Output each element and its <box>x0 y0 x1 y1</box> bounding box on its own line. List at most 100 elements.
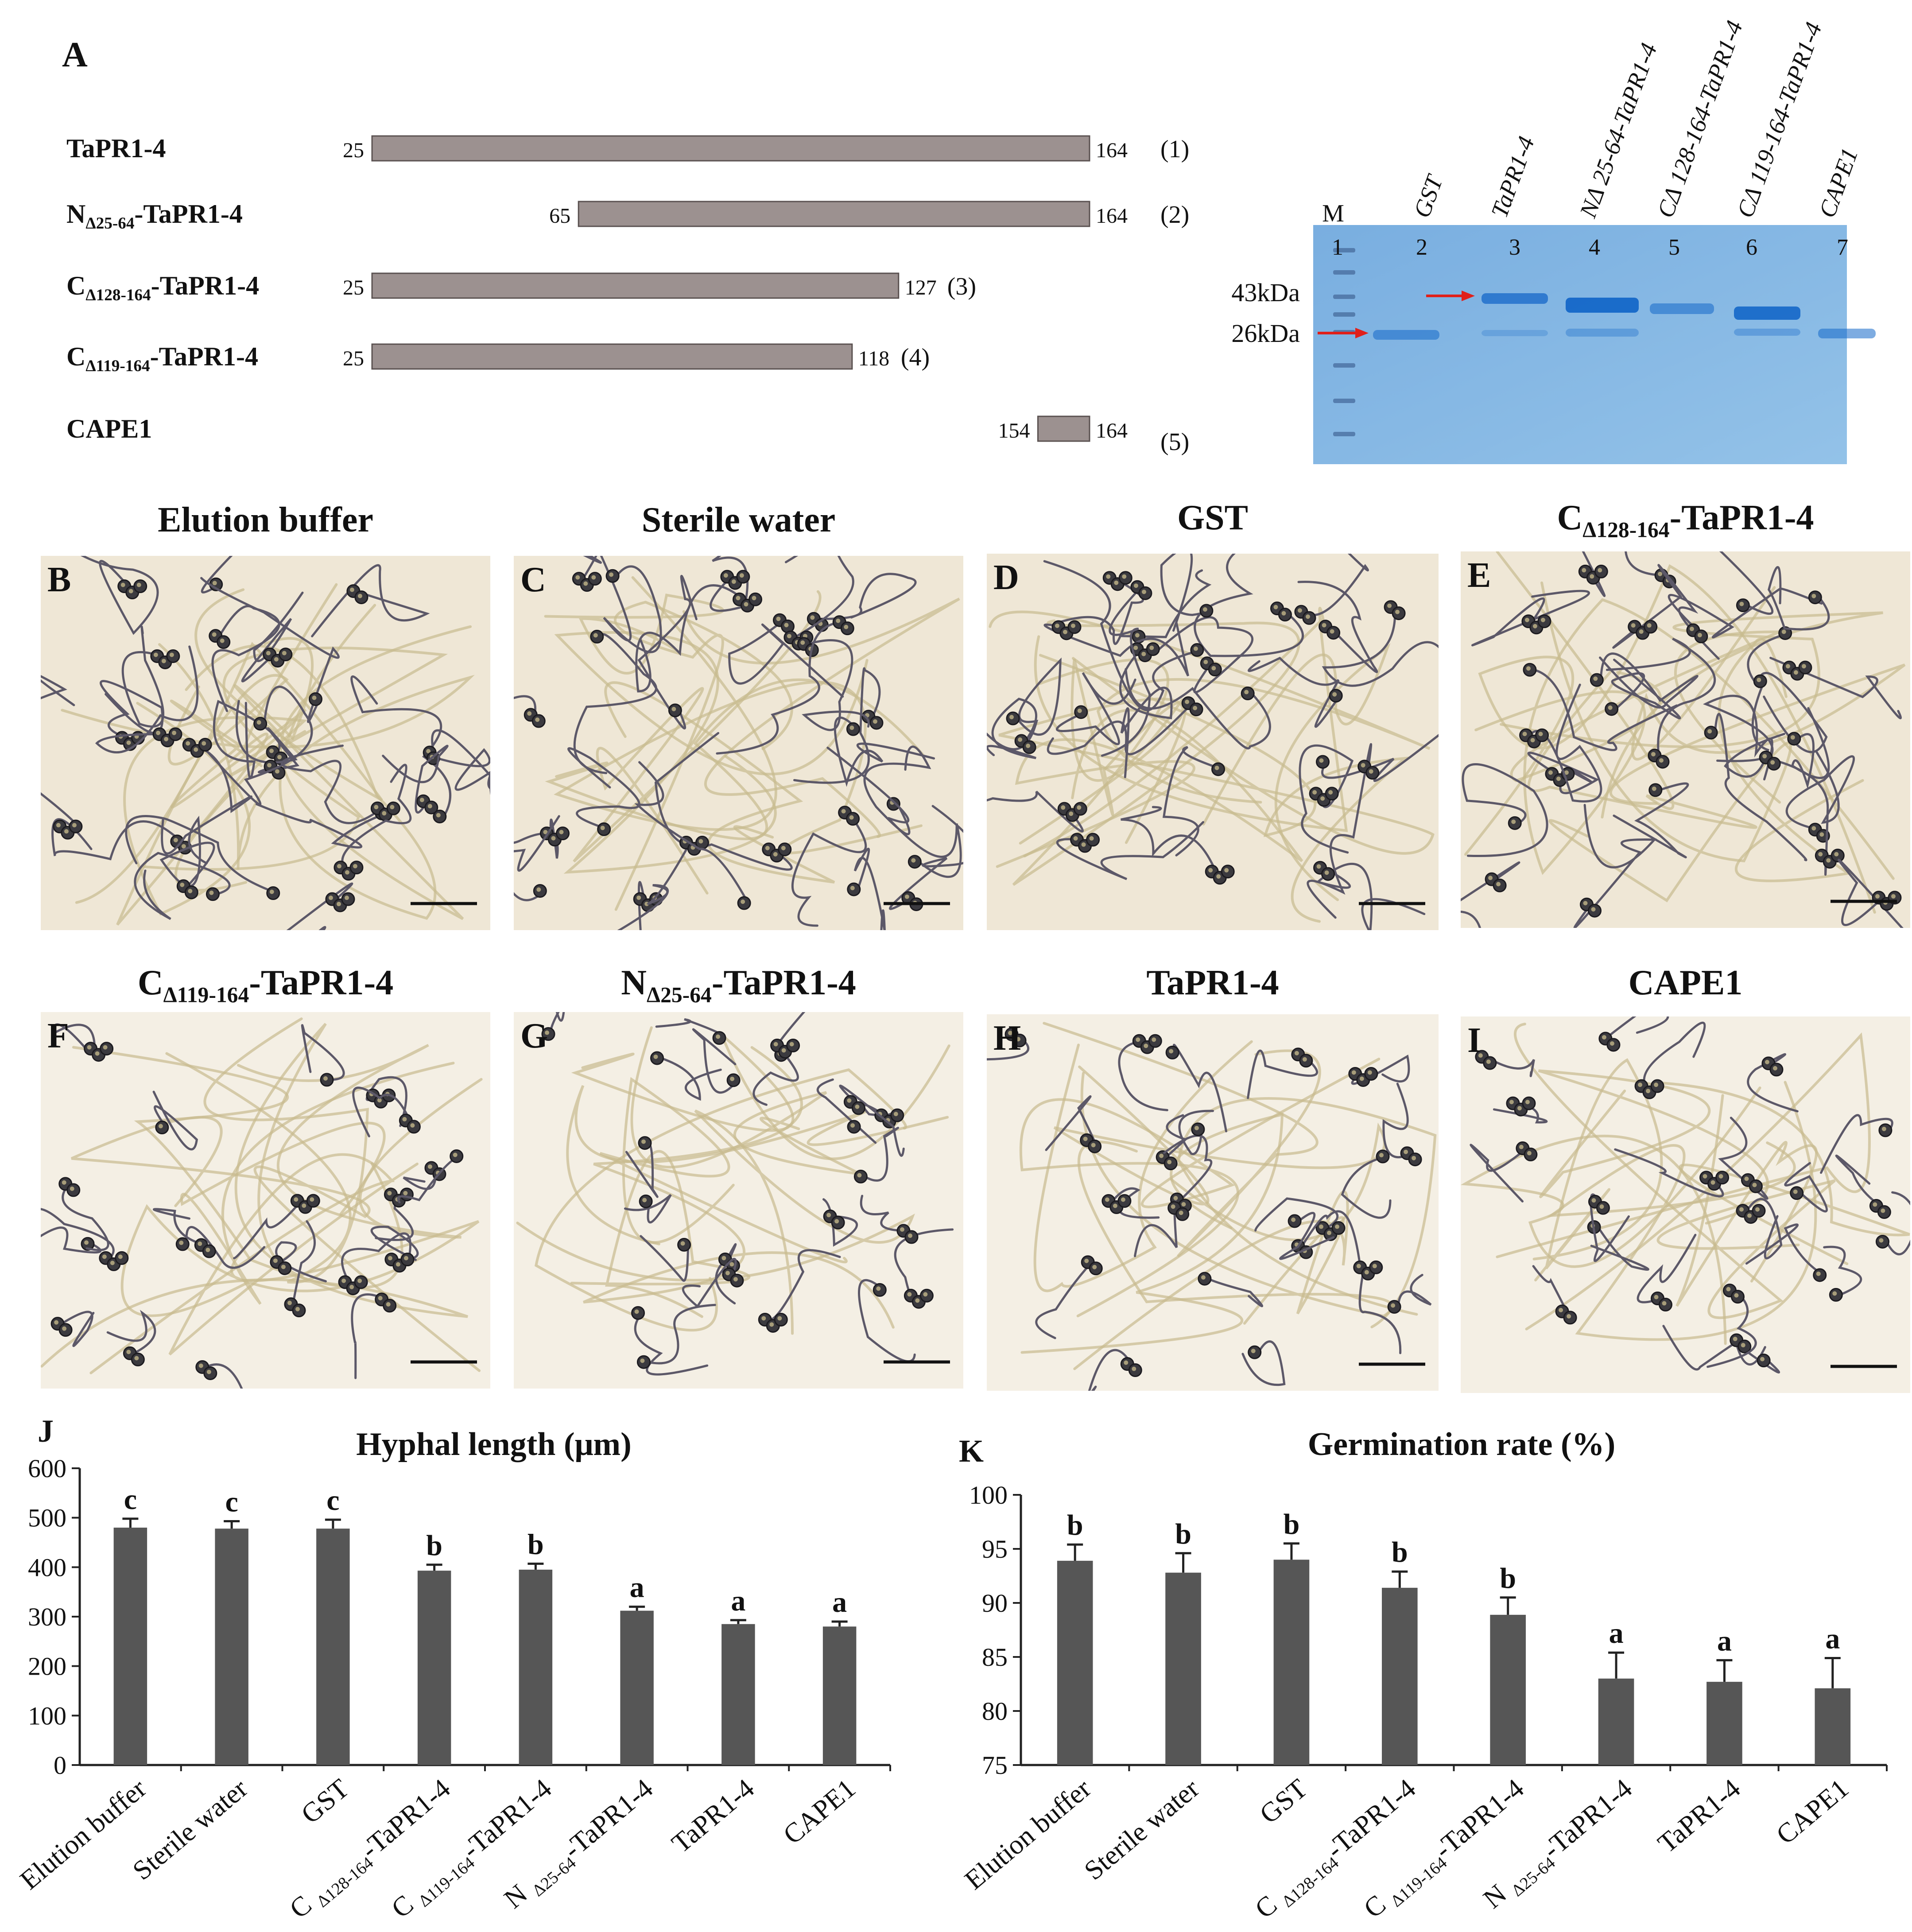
spore-core <box>716 1034 721 1039</box>
significance-letter: a <box>630 1571 644 1604</box>
hypha <box>582 556 602 580</box>
hypha <box>1304 554 1369 616</box>
spore-core <box>1091 1143 1096 1148</box>
spore-core <box>1316 864 1321 869</box>
hypha <box>1315 863 1426 930</box>
spore-core <box>1654 1295 1659 1300</box>
spore-core <box>1387 603 1392 608</box>
spore-core <box>1747 1213 1752 1218</box>
spore-core <box>1132 1366 1136 1371</box>
spore-core <box>396 1262 400 1267</box>
category-label-main: GST <box>1254 1773 1313 1830</box>
spore-core <box>310 1197 314 1202</box>
spore-core <box>1524 617 1529 622</box>
spore-core <box>1826 858 1831 863</box>
spore-core <box>698 839 703 844</box>
hypha <box>1173 1044 1227 1133</box>
hypha <box>1823 1245 1862 1296</box>
construct-label: CAPE1 <box>66 414 152 443</box>
micrograph-title-main: C <box>138 963 163 1002</box>
spore-core <box>765 846 770 850</box>
hypha <box>617 841 691 930</box>
spore-core <box>923 1292 928 1297</box>
spore-core <box>671 706 676 711</box>
spore-core <box>126 1350 131 1354</box>
spore-core <box>206 1369 211 1374</box>
spore-core <box>1083 1137 1088 1141</box>
lane-number: 5 <box>1668 235 1680 260</box>
spore-core <box>179 1240 184 1245</box>
spore-core <box>1770 760 1775 765</box>
hypha <box>351 1293 387 1379</box>
spore-core <box>1320 796 1325 801</box>
spore-core <box>849 815 854 820</box>
y-tick-label: 95 <box>982 1535 1008 1563</box>
hypha <box>1718 1117 1769 1200</box>
spore-core <box>761 1316 766 1321</box>
hypha <box>600 556 662 653</box>
category-label: CAPE1 <box>778 1773 861 1851</box>
spore-core <box>1599 1204 1604 1209</box>
spore-core <box>1818 852 1823 857</box>
spore-core <box>287 1300 292 1305</box>
significance-letter: c <box>124 1483 137 1516</box>
construct-index: (3) <box>947 273 976 300</box>
spore-core <box>1167 1160 1172 1164</box>
spore-core <box>1173 1195 1178 1200</box>
category-label-main: Elution buffer <box>15 1773 152 1895</box>
bar <box>1490 1614 1526 1765</box>
hypha <box>1611 659 1681 720</box>
hypha <box>1606 637 1716 757</box>
spore-core <box>357 594 362 598</box>
construct-start: 25 <box>343 139 364 162</box>
spore-core <box>551 836 556 841</box>
spore-core <box>1646 1089 1651 1094</box>
category-label-sub: Δ119-164 <box>415 1854 478 1911</box>
spore-core <box>1801 664 1806 669</box>
spore-core <box>419 798 424 803</box>
spore-core <box>733 1277 738 1282</box>
hypha <box>635 584 745 693</box>
spore-core <box>345 870 349 875</box>
spore-core <box>1511 819 1516 824</box>
spore-core <box>374 805 379 810</box>
construct-row: CΔ128-164-TaPR1-4 25 127 (3) <box>66 271 976 304</box>
significance-letter: b <box>1067 1509 1083 1541</box>
spore-core <box>535 717 540 722</box>
spore-core <box>1517 1106 1522 1111</box>
spore-core <box>1496 882 1501 887</box>
spore-core <box>1214 765 1219 770</box>
spore-core <box>1647 623 1652 628</box>
hypha <box>1462 763 1548 857</box>
construct-index: (4) <box>901 344 930 371</box>
spore-core <box>382 811 387 816</box>
hypha <box>1121 806 1217 873</box>
spore-core <box>1105 1197 1109 1202</box>
spore-core <box>1330 629 1334 634</box>
category-label-rest: -TaPR1-4 <box>355 1773 456 1865</box>
spore-core <box>1734 1293 1739 1298</box>
spore-core <box>1089 836 1094 841</box>
construct-label-sub: Δ119-164 <box>85 357 150 375</box>
bar <box>721 1624 755 1765</box>
hypha-faint <box>75 588 383 904</box>
hypha-faint <box>1039 654 1409 923</box>
y-tick-label: 0 <box>54 1751 66 1780</box>
hypha <box>1248 656 1341 728</box>
spore-core <box>857 1173 862 1178</box>
spore-core <box>294 1197 299 1202</box>
spore-core <box>1251 1349 1256 1354</box>
lane-label: TaPR1-4 <box>1486 133 1540 221</box>
spore-core <box>723 573 728 578</box>
construct-row: TaPR1-4 25 164 (1) <box>66 134 1189 163</box>
hypha-faint <box>545 678 924 840</box>
construct-label-rest: -TaPR1-4 <box>150 342 258 371</box>
hypha-faint <box>573 590 822 895</box>
hypha <box>710 556 749 612</box>
spore-core <box>1171 1204 1175 1209</box>
lane-number: 1 <box>1332 235 1343 260</box>
spore-core <box>323 1076 328 1081</box>
spore-core <box>198 1241 202 1246</box>
category-label-sub: Δ25-64 <box>1508 1854 1559 1901</box>
hypha <box>125 815 279 894</box>
